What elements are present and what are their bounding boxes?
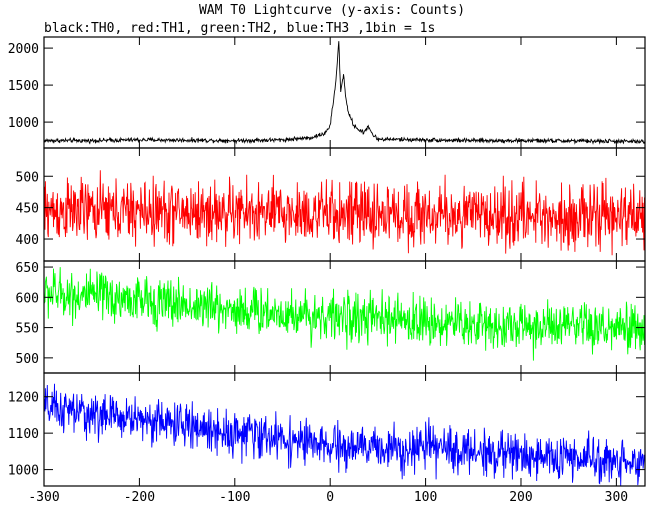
x-tick-label: 300 xyxy=(605,490,628,505)
series-TH1 xyxy=(43,170,646,256)
panel-TH1: 400 450 500 xyxy=(16,147,646,262)
panel-frame-TH2 xyxy=(43,260,646,374)
y-tick-label: 500 xyxy=(16,352,39,367)
x-tick-label: -300 xyxy=(28,490,59,505)
y-tick-label: 1200 xyxy=(8,391,39,406)
y-tick-label: 650 xyxy=(16,261,39,276)
panel-TH0: 1000 1500 2000 xyxy=(8,36,646,149)
panel-TH3: 1000 1100 1200 xyxy=(8,372,646,487)
x-axis: -300 -200 -100 0 100 200 300 xyxy=(28,490,628,505)
y-tick-label: 400 xyxy=(16,233,39,248)
panel-TH2: 500 550 600 650 xyxy=(16,260,646,374)
panels-group: 1000 1500 2000 400 450 500 500 550 600 650 1000 110… xyxy=(8,36,646,487)
y-tick-label: 2000 xyxy=(8,42,39,57)
series-TH3 xyxy=(43,383,646,487)
panel-frame-TH3 xyxy=(43,372,646,487)
y-tick-label: 1000 xyxy=(8,464,39,479)
series-TH2 xyxy=(43,267,646,361)
y-tick-label: 1500 xyxy=(8,79,39,94)
y-tick-label: 450 xyxy=(16,202,39,217)
x-tick-label: 200 xyxy=(509,490,532,505)
chart-subtitle: black:TH0, red:TH1, green:TH2, blue:TH3 … xyxy=(44,21,435,36)
x-tick-label: 100 xyxy=(414,490,437,505)
y-tick-label: 1100 xyxy=(8,427,39,442)
x-tick-label: -200 xyxy=(124,490,155,505)
y-tick-label: 550 xyxy=(16,322,39,337)
y-tick-label: 1000 xyxy=(8,116,39,131)
series-TH0 xyxy=(43,41,646,145)
chart-title: WAM T0 Lightcurve (y-axis: Counts) xyxy=(199,3,465,18)
y-tick-label: 500 xyxy=(16,170,39,185)
x-tick-label: 0 xyxy=(326,490,334,505)
x-tick-label: -100 xyxy=(219,490,250,505)
y-tick-label: 600 xyxy=(16,291,39,306)
panel-frame-TH0 xyxy=(43,36,646,149)
